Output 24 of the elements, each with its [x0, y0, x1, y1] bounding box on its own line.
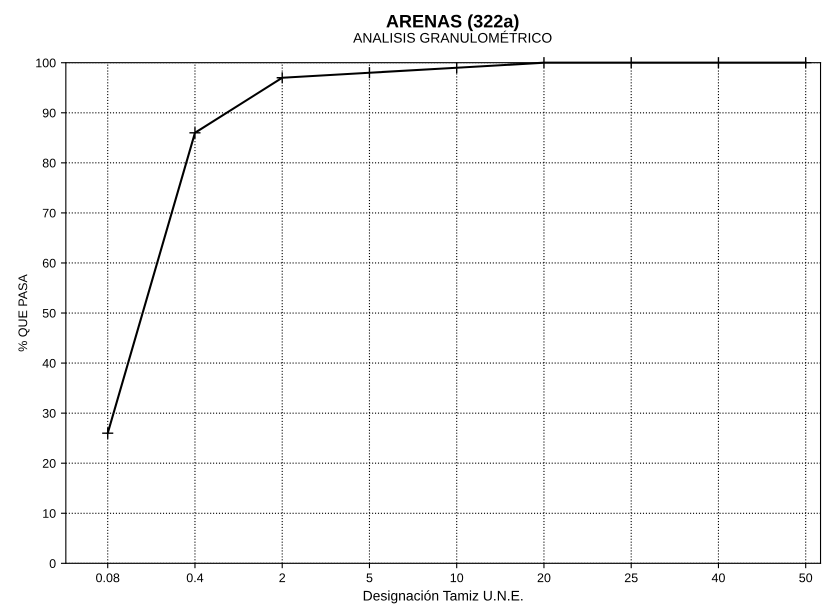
x-axis-title: Designación Tamiz U.N.E.	[364, 590, 522, 604]
y-tick-label: 10	[43, 509, 56, 518]
x-tick-label: 2	[279, 573, 286, 582]
chart-subtitle: ANALISIS GRANULOMÉTRICO	[353, 30, 552, 43]
y-tick-label: 80	[42, 158, 56, 168]
x-tick-label: 20	[538, 573, 550, 582]
x-tick-label: 0.08	[96, 573, 120, 582]
y-tick-label: 30	[42, 408, 56, 418]
chart-title: ARENAS (322a)	[386, 14, 518, 32]
y-tick-label: 20	[42, 459, 56, 468]
x-tick-label: 10	[450, 573, 464, 582]
y-axis-title: % QUE PASA	[18, 274, 30, 352]
y-tick-label: 60	[42, 258, 56, 268]
y-tick-label: 0	[50, 559, 56, 568]
y-tick-label: 40	[42, 358, 56, 368]
x-tick-label: 5	[366, 574, 372, 582]
x-tick-label: 50	[799, 573, 812, 582]
y-tick-label: 70	[42, 208, 56, 218]
y-tick-label: 50	[42, 308, 56, 318]
y-tick-label: 90	[42, 108, 56, 118]
x-tick-label: 0.4	[186, 573, 204, 582]
x-tick-label: 40	[712, 573, 725, 582]
y-tick-label: 100	[36, 58, 56, 68]
x-tick-label: 25	[624, 573, 638, 582]
